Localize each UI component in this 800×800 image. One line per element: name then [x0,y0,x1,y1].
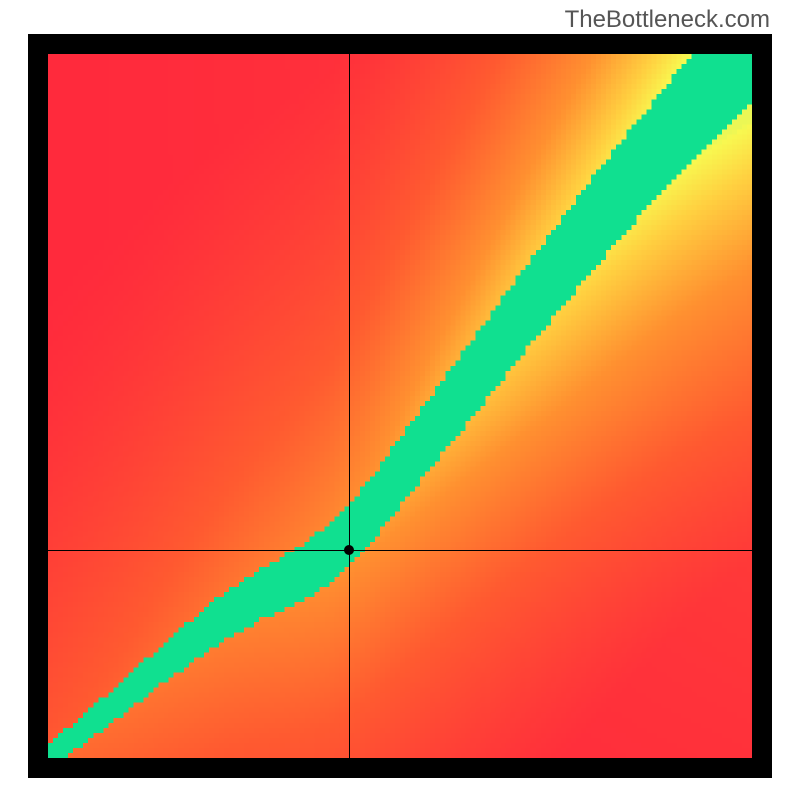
crosshair-horizontal [48,550,752,551]
crosshair-vertical [349,54,350,758]
watermark-text: TheBottleneck.com [565,6,770,34]
marker-dot [344,545,354,555]
heatmap-canvas [48,54,752,758]
